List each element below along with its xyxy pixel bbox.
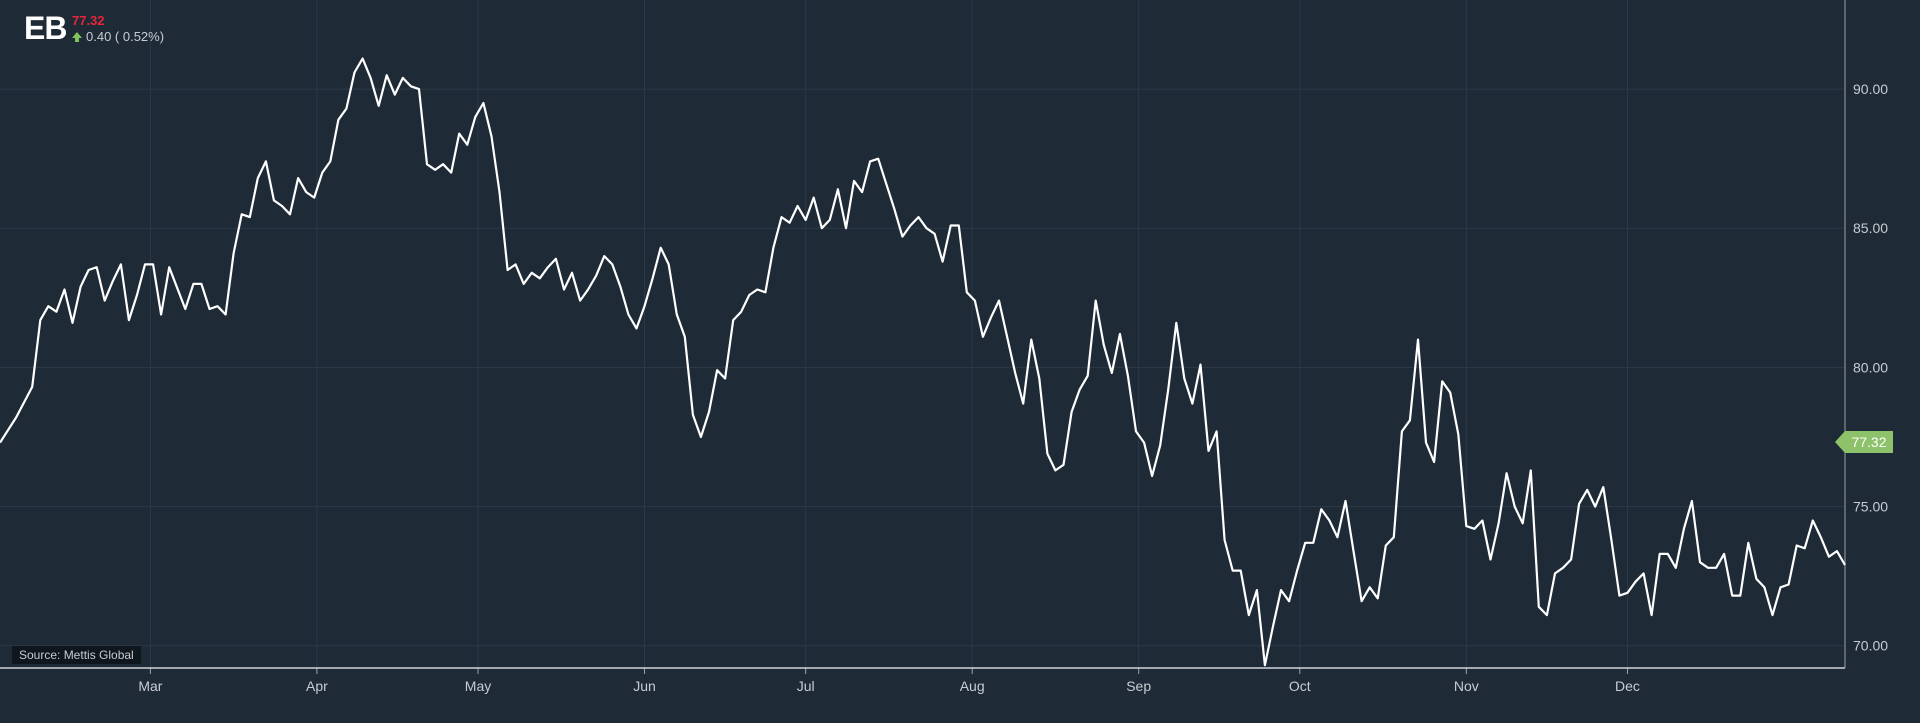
last-price-tag: 77.32 (1835, 430, 1893, 453)
ticker-change-value: 0.40 ( 0.52%) (86, 29, 165, 44)
source-label: Source: Mettis Global (12, 646, 141, 664)
x-tick-label: Nov (1454, 678, 1479, 694)
y-tick-label: 85.00 (1853, 220, 1888, 236)
x-tick-label: Jul (797, 678, 815, 694)
last-price-tag-label: 77.32 (1851, 434, 1886, 450)
y-tick-label: 80.00 (1853, 359, 1888, 375)
x-tick-label: Dec (1615, 678, 1640, 694)
grid-layer (0, 0, 1845, 668)
x-tick-label: Sep (1126, 678, 1151, 694)
ticker-change: 0.40 ( 0.52%) (72, 29, 164, 44)
axis-layer: 70.00 75.00 80.00 85.00 90.00 Mar Apr May Jun Jul… (0, 0, 1888, 694)
last-price-tag-shape (1835, 430, 1893, 453)
price-series-line (0, 57, 1846, 667)
y-tick-label: 90.00 (1853, 81, 1888, 97)
x-tick-label: Oct (1289, 678, 1311, 694)
x-tick-label: Mar (138, 678, 162, 694)
x-tick-label: Jun (633, 678, 656, 694)
x-tick-label: May (465, 678, 491, 694)
ticker-symbol: EB (24, 10, 67, 46)
up-arrow-icon (72, 31, 82, 42)
ticker-price: 77.32 (72, 13, 105, 28)
y-tick-label: 70.00 (1853, 638, 1888, 654)
x-tick-label: Aug (960, 678, 985, 694)
y-tick-label: 75.00 (1853, 499, 1888, 515)
x-tick-label: Apr (306, 678, 328, 694)
series-layer (0, 57, 1846, 667)
